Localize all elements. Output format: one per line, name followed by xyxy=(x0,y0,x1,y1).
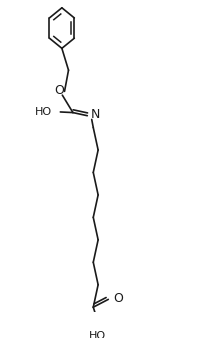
Text: HO: HO xyxy=(89,331,106,338)
Text: N: N xyxy=(91,108,100,121)
Text: O: O xyxy=(55,84,65,97)
Text: O: O xyxy=(113,292,123,305)
Text: HO: HO xyxy=(35,107,52,117)
